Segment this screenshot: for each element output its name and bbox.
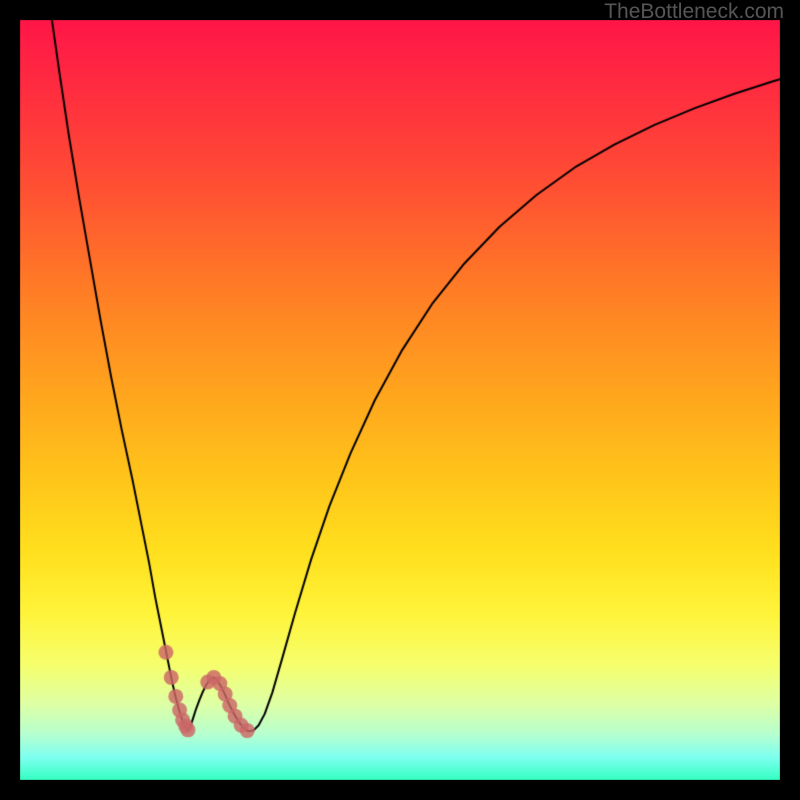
chart-stage: TheBottleneck.com (0, 0, 800, 800)
bottleneck-curve-layer (0, 0, 800, 800)
